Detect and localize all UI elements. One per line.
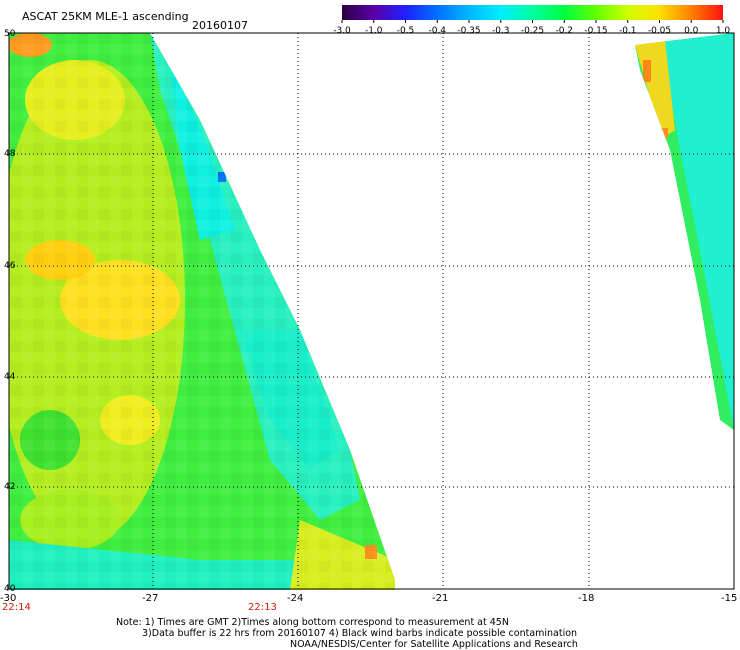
map-frame [8,32,735,590]
colorbar-label: -0.2 [555,26,573,36]
colorbar-label: -0.3 [492,26,510,36]
x-tick-minus15: -15 [721,593,737,604]
y-axis-labels: 50 48 46 44 42 40 [4,29,16,594]
right-data-swath [635,33,734,430]
colorbar-label: -0.25 [521,26,544,36]
x-tick-minus18: -18 [578,593,594,604]
left-data-swath [9,33,395,590]
y-tick-44: 44 [4,372,16,382]
colorbar-label: -0.5 [397,26,415,36]
map-title: ASCAT 25KM MLE-1 ascending [22,10,189,23]
y-tick-48: 48 [4,149,16,159]
x-tick-minus24: -24 [287,593,303,604]
y-tick-40: 40 [4,584,16,594]
y-tick-42: 42 [4,482,15,492]
note-line-1: Note: 1) Times are GMT 2)Times along bot… [116,617,509,628]
x-tick-minus27: -27 [142,593,158,604]
x-tick-minus21: -21 [432,593,448,604]
y-tick-46: 46 [4,261,16,271]
colorbar-label: -0.4 [428,26,446,36]
note-line-3: NOAA/NESDIS/Center for Satellite Applica… [290,639,578,650]
colorbar-label: 0.0 [684,26,699,36]
colorbar-label: -0.1 [619,26,637,36]
colorbar-label: -0.15 [584,26,607,36]
x-tick-minus30: -30 [0,593,16,604]
colorbar-label: -0.35 [457,26,480,36]
y-tick-50: 50 [4,29,16,39]
colorbar-label: 1.0 [716,26,731,36]
note-line-2: 3)Data buffer is 22 hrs from 20160107 4)… [142,628,577,639]
map-date: 20160107 [192,19,248,32]
colorbar-label: -1.0 [365,26,383,36]
colorbar-label: -0.05 [648,26,671,36]
colorbar: -3.0 -1.0 -0.5 -0.4 -0.35 -0.3 -0.25 -0.2 -0.15 -… [333,5,730,36]
gridlines [9,33,734,589]
time-label-left: 22:14 [2,602,31,613]
colorbar-label: -3.0 [333,26,351,36]
time-label-middle: 22:13 [248,602,277,613]
x-axis-labels: -30 -27 -24 -21 -18 -15 [0,593,737,604]
colorbar-gradient [342,5,723,20]
